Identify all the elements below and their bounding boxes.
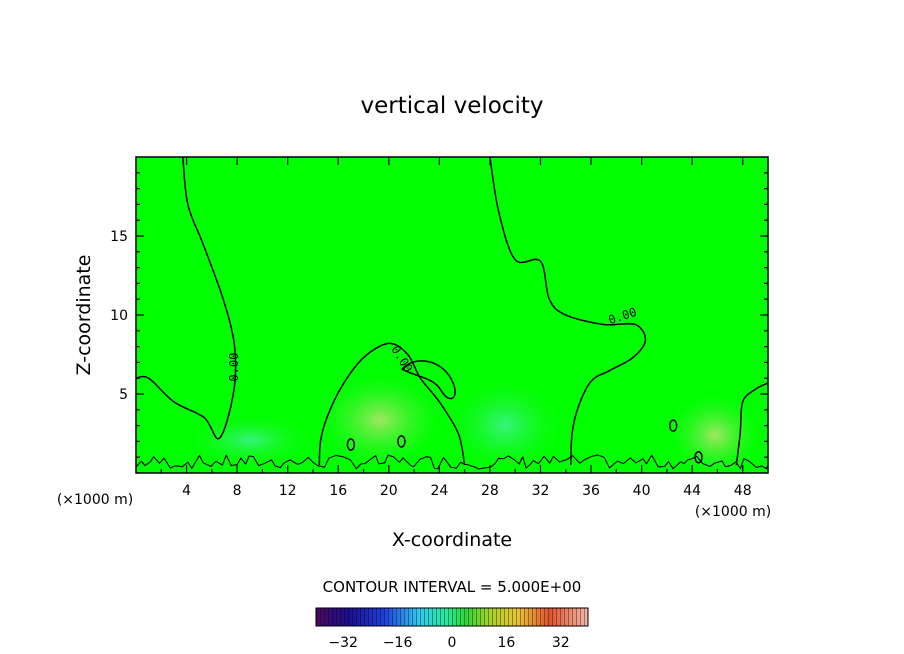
x-tick-label: 16 xyxy=(329,483,347,499)
x-tick-label: 28 xyxy=(481,483,499,499)
y-tick-label: 15 xyxy=(110,229,128,245)
contour-cell-3 xyxy=(668,419,678,432)
x-tick-label: 40 xyxy=(633,483,651,499)
x-tick-label: 24 xyxy=(430,483,448,499)
shade-patch-west-band xyxy=(190,415,310,465)
x-axis-unit-left: (×1000 m) xyxy=(57,492,133,508)
colorbar-tick-label: 32 xyxy=(552,635,570,651)
contour-interval-text: CONTOUR INTERVAL = 5.000E+00 xyxy=(323,578,582,596)
contour-line-west xyxy=(136,157,237,440)
contour-cell-2 xyxy=(397,435,406,448)
colorbar-tick-label: 0 xyxy=(448,635,457,651)
x-tick-label: 48 xyxy=(734,483,752,499)
contour-lines xyxy=(136,157,768,470)
contour-near-ground-cells xyxy=(136,454,768,470)
colorbar-frame xyxy=(315,607,589,627)
x-axis-ticks xyxy=(160,157,744,473)
field-shading xyxy=(190,375,760,473)
y-tick-label: 5 xyxy=(119,387,128,403)
contour-line-right xyxy=(735,382,768,466)
colorbar-tick-label: −16 xyxy=(383,635,413,651)
chart-title: vertical velocity xyxy=(361,93,544,119)
x-tick-label: 36 xyxy=(582,483,600,499)
y-axis-tick-labels: 5 10 15 xyxy=(110,229,128,403)
contour-small-cells xyxy=(346,419,703,464)
x-tick-label: 20 xyxy=(380,483,398,499)
y-axis-title: Z-coordinate xyxy=(73,255,95,376)
colorbar-tick-labels: −32 −16 0 16 32 xyxy=(328,635,569,651)
shade-patch-inner-gap xyxy=(450,380,560,470)
x-tick-label: 8 xyxy=(233,483,242,499)
x-tick-label: 32 xyxy=(532,483,550,499)
colorbar-tick-label: 16 xyxy=(497,635,515,651)
x-axis-tick-labels: 4 8 12 16 20 24 28 32 36 40 44 48 xyxy=(182,483,752,499)
contour-line-east xyxy=(489,157,647,466)
contour-line-central-arc xyxy=(318,342,466,466)
contour-cell-4 xyxy=(694,450,703,464)
shade-patch-inner-region xyxy=(320,375,440,465)
x-axis-title: X-coordinate xyxy=(392,529,512,551)
contour-label: 0.00 xyxy=(227,353,241,382)
colorbar: −32 −16 0 16 32 xyxy=(315,607,589,651)
x-tick-label: 44 xyxy=(683,483,701,499)
x-tick-label: 4 xyxy=(182,483,191,499)
x-tick-label: 12 xyxy=(279,483,297,499)
y-tick-label: 10 xyxy=(110,308,128,324)
colorbar-stripes xyxy=(316,608,588,626)
colorbar-tick-label: −32 xyxy=(328,635,358,651)
contour-cell-1 xyxy=(346,438,356,451)
y-axis-ticks xyxy=(136,172,768,458)
x-axis-unit-right: (×1000 m) xyxy=(695,504,771,520)
contour-closed-ellipse xyxy=(401,360,456,400)
